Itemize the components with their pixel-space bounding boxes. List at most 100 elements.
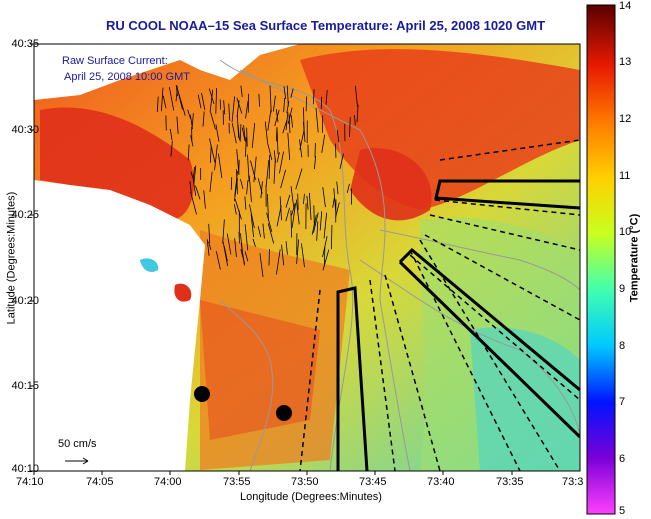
- current-vector: [272, 95, 276, 112]
- land-west: [34, 180, 205, 471]
- current-vector: [240, 85, 243, 97]
- current-vector: [285, 241, 288, 255]
- current-vector: [195, 185, 201, 200]
- current-vector: [190, 191, 197, 215]
- current-vector: [290, 88, 294, 98]
- current-vector: [286, 85, 289, 107]
- current-vector: [169, 128, 173, 141]
- current-vector: [346, 183, 350, 194]
- current-vector: [283, 97, 286, 113]
- current-vector: [290, 210, 293, 238]
- y-tick: 40:30: [11, 124, 39, 136]
- current-vector: [162, 95, 167, 109]
- current-vector: [209, 138, 216, 163]
- current-vector: [169, 87, 175, 111]
- current-vector: [276, 249, 281, 275]
- colorbar-tick: 14: [619, 0, 632, 12]
- current-vector: [295, 199, 300, 225]
- current-vector: [335, 143, 337, 158]
- colorbar-tick: 9: [619, 283, 626, 295]
- current-vector: [191, 113, 194, 127]
- current-vector: [319, 211, 323, 231]
- current-vector: [251, 122, 256, 149]
- current-vector: [170, 140, 173, 157]
- y-tick: 40:20: [11, 295, 39, 307]
- map-title: RU COOL NOAA–15 Sea Surface Temperature:…: [105, 18, 546, 33]
- current-vector: [234, 238, 237, 258]
- current-vector: [231, 123, 237, 144]
- y-tick: 40:25: [11, 209, 39, 221]
- current-vector: [249, 204, 255, 229]
- current-vector: [226, 233, 232, 255]
- current-vector: [325, 89, 328, 105]
- current-vector: [243, 125, 246, 142]
- current-vector: [265, 159, 270, 187]
- x-tick: 74:10: [16, 476, 44, 488]
- land-north: [34, 44, 300, 100]
- current-vector: [301, 243, 305, 268]
- current-vector: [267, 223, 275, 244]
- colorbar: [586, 4, 616, 515]
- current-vector: [267, 142, 273, 161]
- scale-label: 50 cm/s: [58, 438, 97, 450]
- current-vector: [176, 85, 183, 110]
- colorbar-tick: 13: [619, 56, 632, 68]
- current-vector: [244, 251, 249, 262]
- current-vector: [356, 104, 359, 123]
- current-vector: [233, 178, 238, 202]
- current-vector: [236, 149, 240, 175]
- current-vector: [234, 198, 242, 220]
- current-vector: [316, 221, 319, 241]
- current-vector: [295, 168, 303, 190]
- current-vector: [267, 194, 269, 221]
- current-vector: [192, 167, 195, 179]
- y-tick: 40:10: [11, 463, 39, 475]
- x-tick: 74:05: [86, 476, 114, 488]
- current-vector: [209, 171, 213, 192]
- current-vector: [257, 178, 263, 194]
- current-vector: [222, 241, 229, 266]
- current-vector: [299, 129, 305, 150]
- current-vector: [335, 202, 340, 218]
- current-vector: [260, 181, 263, 199]
- current-vector: [160, 87, 164, 112]
- current-vector: [246, 127, 248, 147]
- current-vector: [313, 156, 317, 170]
- x-tick: 73:50: [291, 476, 319, 488]
- current-vector: [262, 223, 265, 239]
- current-vector: [354, 85, 358, 107]
- current-vector: [257, 226, 262, 238]
- current-vector: [175, 85, 178, 97]
- station-dot: [194, 386, 210, 402]
- current-vector: [241, 127, 246, 141]
- current-vector: [287, 107, 293, 125]
- current-vector: [187, 109, 191, 119]
- current-vector: [276, 205, 282, 227]
- current-vector: [245, 137, 247, 157]
- current-vector: [242, 253, 245, 266]
- current-vector: [282, 120, 288, 134]
- current-vector: [296, 239, 300, 265]
- current-vector: [283, 86, 287, 99]
- current-vectors: [156, 85, 359, 278]
- current-vector: [258, 93, 260, 107]
- x-tick: 73:3: [562, 476, 584, 488]
- x-tick: 73:55: [223, 476, 251, 488]
- current-vector: [267, 109, 272, 131]
- current-vector: [247, 154, 250, 182]
- current-vector: [333, 188, 337, 212]
- current-vector: [269, 85, 272, 113]
- current-vector: [299, 139, 303, 158]
- current-vector: [156, 96, 159, 112]
- current-vector: [203, 190, 206, 209]
- current-vector: [236, 115, 240, 138]
- current-vector: [206, 239, 210, 256]
- current-vector: [253, 156, 257, 183]
- current-vector: [354, 115, 356, 126]
- current-vector: [276, 152, 280, 163]
- x-tick: 73:35: [496, 476, 524, 488]
- current-vector: [275, 109, 279, 123]
- current-vector: [239, 124, 242, 142]
- current-vector: [303, 122, 306, 143]
- current-vector: [322, 249, 330, 271]
